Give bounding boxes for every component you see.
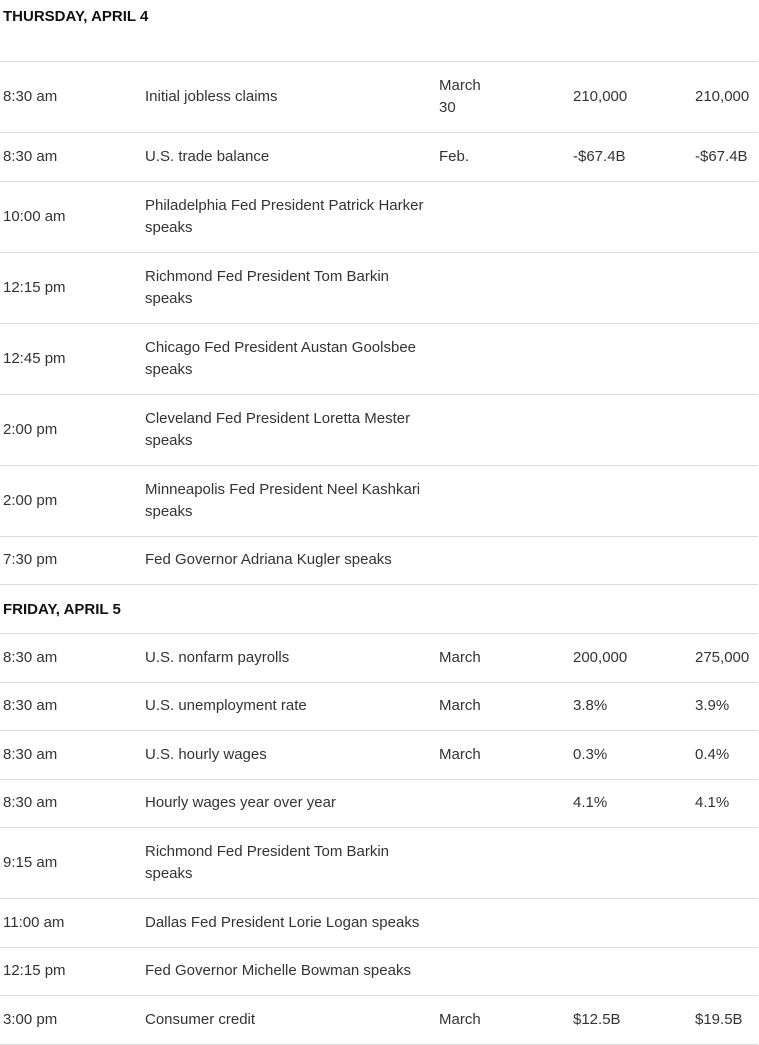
time-cell: 10:00 am (3, 207, 66, 225)
table-row: 8:30 am Hourly wages year over year 4.1%… (0, 780, 758, 828)
table-row: 2:00 pm Minneapolis Fed President Neel K… (0, 466, 758, 537)
time-cell: 2:00 pm (3, 491, 58, 509)
forecast-cell: 4.1% (573, 794, 608, 812)
event-cell: Cleveland Fed President Loretta Mester s… (145, 409, 411, 449)
period-cell: March (439, 697, 481, 715)
time-cell: 8:30 am (3, 648, 58, 666)
time-cell: 3:00 pm (3, 1010, 58, 1028)
time-cell: 8:30 am (3, 147, 58, 165)
table-row: 3:00 pm Consumer credit March $12.5B $19… (0, 996, 758, 1045)
event-cell: Richmond Fed President Tom Barkin speaks (145, 843, 389, 882)
forecast-cell: -$67.4B (573, 147, 626, 165)
time-cell: 8:30 am (3, 88, 58, 105)
table-row: 8:30 am Initial jobless claims March 30 … (0, 62, 758, 133)
table-row: 10:00 am Philadelphia Fed President Patr… (0, 182, 758, 253)
event-cell: Consumer credit (145, 1010, 256, 1028)
table-row: 2:00 pm Cleveland Fed President Loretta … (0, 395, 758, 466)
event-cell: Chicago Fed President Austan Goolsbee sp… (145, 338, 417, 378)
table-row: 7:30 pm Fed Governor Adriana Kugler spea… (0, 537, 758, 585)
forecast-cell: 3.8% (573, 697, 608, 715)
event-cell: Dallas Fed President Lorie Logan speaks (145, 913, 420, 931)
period-cell: March (439, 1010, 481, 1028)
table-row: 12:45 pm Chicago Fed President Austan Go… (0, 324, 758, 395)
event-cell: Initial jobless claims (145, 88, 278, 105)
previous-cell: $19.5B (695, 1010, 743, 1028)
table-row: 8:30 am U.S. trade balance Feb. -$67.4B … (0, 133, 758, 182)
event-cell: U.S. nonfarm payrolls (145, 648, 290, 666)
table-row: 8:30 am U.S. nonfarm payrolls March 200,… (0, 634, 758, 683)
time-cell: 8:30 am (3, 745, 58, 763)
period-cell: March 30 (436, 75, 573, 119)
previous-cell: 210,000 (695, 88, 750, 105)
day-title: THURSDAY, APRIL 4 (3, 8, 149, 25)
period-cell: Feb. (439, 147, 470, 165)
forecast-cell: 0.3% (573, 745, 608, 763)
time-cell: 9:15 am (3, 854, 58, 871)
previous-cell: 4.1% (695, 794, 730, 812)
day-header-thursday: THURSDAY, APRIL 4 (0, 0, 758, 62)
table-row: 9:15 am Richmond Fed President Tom Barki… (0, 828, 758, 899)
event-cell: Fed Governor Michelle Bowman speaks (145, 962, 411, 980)
time-cell: 12:15 pm (3, 278, 66, 296)
time-cell: 8:30 am (3, 697, 58, 715)
table-row: 8:30 am U.S. unemployment rate March 3.8… (0, 683, 758, 731)
event-cell: U.S. trade balance (145, 147, 270, 165)
day-title: FRIDAY, APRIL 5 (3, 601, 121, 618)
previous-cell: 275,000 (695, 648, 750, 666)
event-cell: U.S. hourly wages (145, 745, 267, 763)
time-cell: 12:15 pm (3, 962, 66, 980)
event-cell: Hourly wages year over year (145, 794, 336, 812)
previous-cell: 3.9% (695, 697, 730, 715)
table-row: 12:15 pm Fed Governor Michelle Bowman sp… (0, 948, 758, 996)
table-row: 11:00 am Dallas Fed President Lorie Loga… (0, 899, 758, 948)
event-cell: Fed Governor Adriana Kugler speaks (145, 551, 392, 569)
time-cell: 2:00 pm (3, 420, 58, 438)
period-cell: March (439, 745, 481, 763)
previous-cell: -$67.4B (695, 147, 748, 165)
previous-cell: 0.4% (695, 745, 730, 763)
period-cell: March (439, 648, 481, 666)
event-cell: Richmond Fed President Tom Barkin speaks (145, 267, 389, 307)
time-cell: 12:45 pm (3, 349, 66, 367)
event-cell: U.S. unemployment rate (145, 697, 307, 715)
time-cell: 7:30 pm (3, 551, 58, 569)
forecast-cell: $12.5B (573, 1010, 621, 1028)
forecast-cell: 200,000 (573, 648, 628, 666)
table-row: 12:15 pm Richmond Fed President Tom Bark… (0, 253, 758, 324)
time-cell: 11:00 am (3, 913, 65, 931)
table-row: 8:30 am U.S. hourly wages March 0.3% 0.4… (0, 731, 758, 780)
forecast-cell: 210,000 (573, 88, 628, 105)
event-cell: Philadelphia Fed President Patrick Harke… (145, 196, 424, 236)
time-cell: 8:30 am (3, 794, 58, 812)
event-cell: Minneapolis Fed President Neel Kashkari … (145, 480, 421, 520)
day-header-friday: FRIDAY, APRIL 5 (0, 585, 758, 634)
period-text: March 30 (439, 77, 481, 116)
